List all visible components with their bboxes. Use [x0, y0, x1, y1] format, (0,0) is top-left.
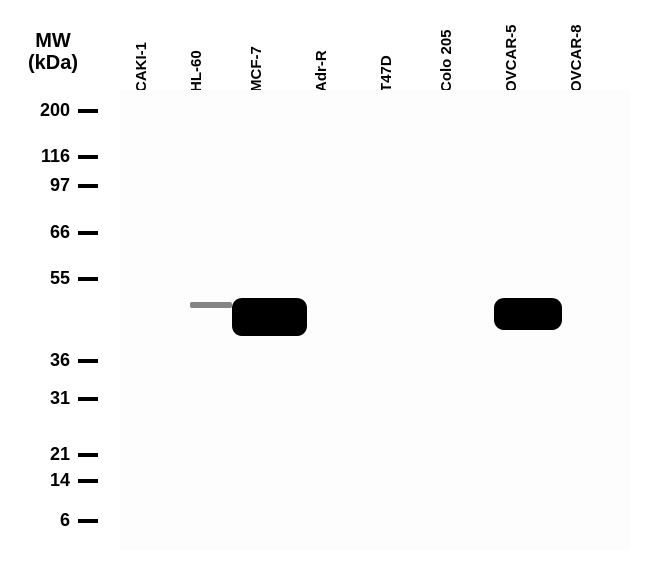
- marker-value-21: 21: [20, 444, 70, 465]
- lane-labels-container: CAKI-1HL-60MCF-7Adr-RT47DColo 205OVCAR-5…: [130, 72, 630, 92]
- marker-tick-97: [78, 184, 98, 188]
- marker-tick-21: [78, 453, 98, 457]
- marker-tick-66: [78, 231, 98, 235]
- lane-label-0: CAKI-1: [133, 42, 150, 92]
- lane-label-1: HL-60: [188, 50, 205, 92]
- marker-value-14: 14: [20, 470, 70, 491]
- mw-header-line1: MW: [28, 30, 78, 52]
- marker-row-6: 6: [20, 510, 98, 531]
- marker-row-21: 21: [20, 444, 98, 465]
- marker-tick-31: [78, 397, 98, 401]
- blot-area: [120, 90, 630, 550]
- mw-header-line2: (kDa): [28, 52, 78, 74]
- marker-tick-55: [78, 277, 98, 281]
- western-blot-figure: MW (kDa) CAKI-1HL-60MCF-7Adr-RT47DColo 2…: [0, 0, 650, 569]
- marker-value-55: 55: [20, 268, 70, 289]
- lane-label-2: MCF-7: [248, 46, 265, 92]
- marker-value-66: 66: [20, 222, 70, 243]
- lane-label-5: Colo 205: [438, 29, 455, 92]
- marker-tick-116: [78, 155, 98, 159]
- marker-row-55: 55: [20, 268, 98, 289]
- marker-tick-6: [78, 519, 98, 523]
- lane-label-3: Adr-R: [313, 50, 330, 92]
- marker-value-97: 97: [20, 175, 70, 196]
- marker-row-97: 97: [20, 175, 98, 196]
- marker-value-31: 31: [20, 388, 70, 409]
- lane-label-6: OVCAR-5: [503, 24, 520, 92]
- marker-value-6: 6: [20, 510, 70, 531]
- lane-label-7: OVCAR-8: [568, 24, 585, 92]
- band-lane-6: [494, 298, 562, 330]
- marker-row-31: 31: [20, 388, 98, 409]
- lane-label-4: T47D: [378, 55, 395, 92]
- band-lane-2: [232, 298, 307, 336]
- marker-tick-200: [78, 109, 98, 113]
- marker-tick-14: [78, 479, 98, 483]
- marker-row-14: 14: [20, 470, 98, 491]
- marker-value-116: 116: [20, 146, 70, 167]
- marker-value-200: 200: [20, 100, 70, 121]
- marker-row-66: 66: [20, 222, 98, 243]
- marker-row-116: 116: [20, 146, 98, 167]
- marker-tick-36: [78, 359, 98, 363]
- marker-row-200: 200: [20, 100, 98, 121]
- mw-header: MW (kDa): [28, 30, 78, 74]
- marker-value-36: 36: [20, 350, 70, 371]
- band-lane-1: [190, 302, 232, 308]
- marker-row-36: 36: [20, 350, 98, 371]
